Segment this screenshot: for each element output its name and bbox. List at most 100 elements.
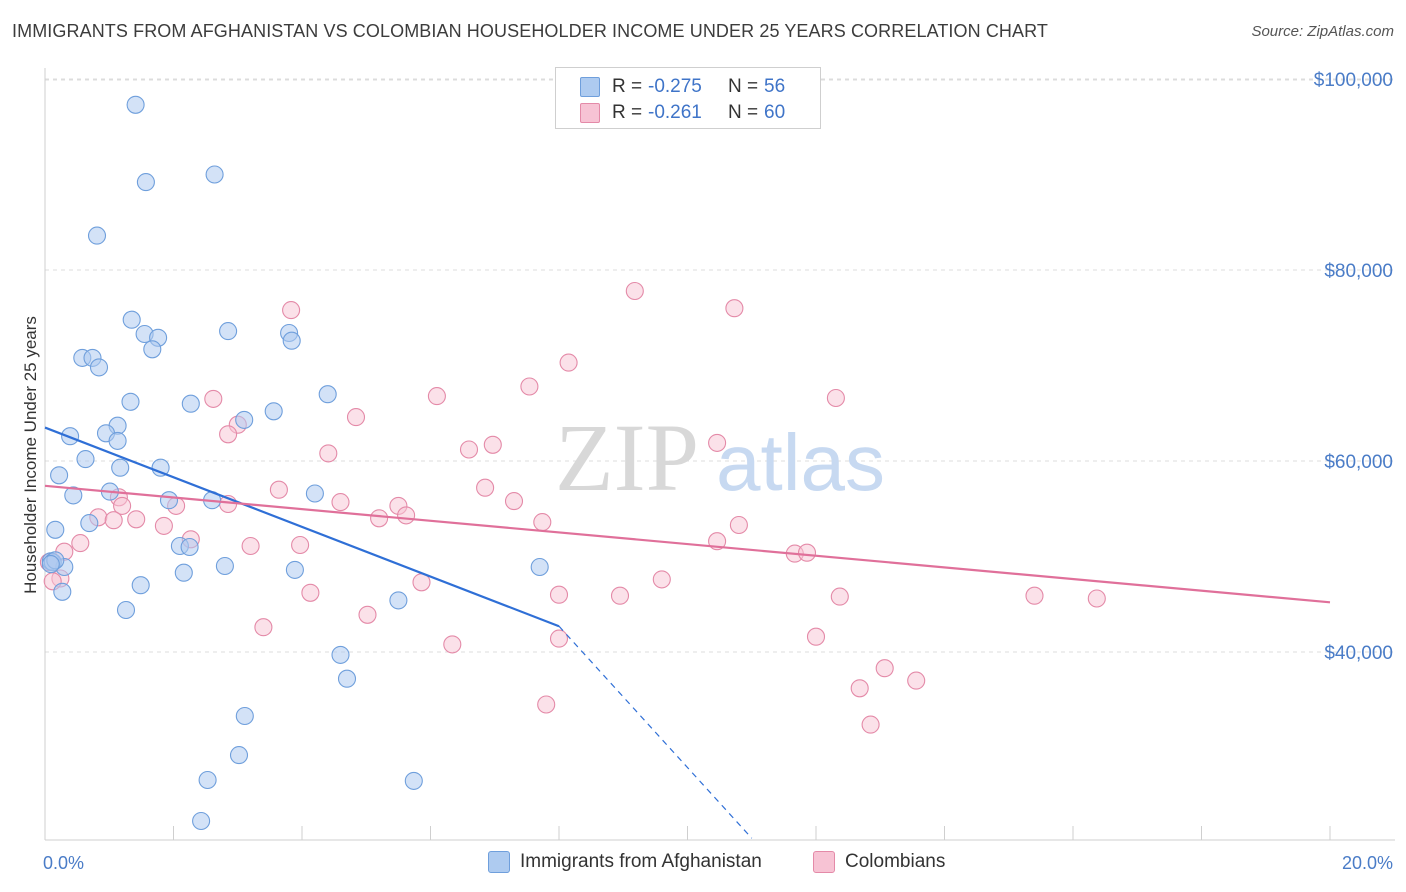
y-tick-label: $80,000 xyxy=(1324,261,1393,282)
point-colombians xyxy=(549,629,569,648)
point-colombians xyxy=(537,695,556,714)
point-afghanistan xyxy=(337,669,357,688)
point-colombians xyxy=(830,587,849,606)
point-afghanistan xyxy=(331,645,350,664)
point-afghanistan xyxy=(143,340,162,359)
x-tick-label: 20.0% xyxy=(1342,853,1393,873)
source-label: Source: ZipAtlas.com xyxy=(1251,23,1394,40)
point-afghanistan xyxy=(215,556,234,576)
point-afghanistan xyxy=(53,582,72,601)
trend-line-afghanistan-extension xyxy=(558,625,753,839)
point-colombians xyxy=(291,535,310,555)
point-afghanistan xyxy=(181,394,200,413)
point-colombians xyxy=(154,516,173,535)
point-afghanistan xyxy=(126,95,145,114)
legend-swatch-blue xyxy=(488,851,510,873)
point-afghanistan xyxy=(235,706,254,726)
trend-line-afghanistan xyxy=(44,426,560,628)
n-value: 56 xyxy=(764,76,786,97)
y-axis-label: Householder Income Under 25 years xyxy=(21,316,40,594)
point-afghanistan xyxy=(530,557,549,577)
point-colombians xyxy=(282,301,301,320)
point-colombians xyxy=(113,496,132,515)
point-afghanistan xyxy=(87,226,107,245)
point-colombians xyxy=(127,510,146,529)
point-colombians xyxy=(861,715,880,734)
point-colombians xyxy=(1087,589,1106,608)
point-colombians xyxy=(219,425,238,444)
point-colombians xyxy=(806,627,826,646)
point-colombians xyxy=(301,583,320,602)
point-afghanistan xyxy=(285,560,304,579)
y-tick-label: $40,000 xyxy=(1324,643,1393,664)
point-afghanistan xyxy=(80,514,99,533)
point-colombians xyxy=(875,659,894,678)
x-tick-label: 0.0% xyxy=(43,853,84,873)
point-colombians xyxy=(358,605,377,624)
r-label: R = xyxy=(612,76,643,97)
watermark-zip: ZIP xyxy=(555,404,699,511)
point-afghanistan xyxy=(282,331,301,350)
point-colombians xyxy=(319,444,338,463)
point-afghanistan xyxy=(121,392,140,411)
point-colombians xyxy=(549,585,569,604)
point-colombians xyxy=(725,299,744,318)
point-afghanistan xyxy=(111,458,130,477)
point-afghanistan xyxy=(41,555,60,574)
watermark: ZIP atlas xyxy=(555,404,885,511)
point-afghanistan xyxy=(305,484,324,503)
point-colombians xyxy=(427,387,446,406)
point-colombians xyxy=(797,543,817,562)
point-colombians xyxy=(559,353,578,372)
point-colombians xyxy=(476,478,495,497)
point-colombians xyxy=(204,389,223,408)
point-afghanistan xyxy=(229,746,249,765)
point-colombians xyxy=(1025,586,1044,605)
legend-item-afghanistan[interactable]: Immigrants from Afghanistan xyxy=(488,851,762,873)
point-afghanistan xyxy=(46,520,65,539)
point-colombians xyxy=(483,435,502,454)
point-afghanistan xyxy=(235,410,254,429)
point-afghanistan xyxy=(205,165,224,184)
watermark-atlas: atlas xyxy=(716,418,885,507)
point-colombians xyxy=(269,480,288,499)
legend-swatch-pink xyxy=(813,851,835,873)
y-tick-label: $100,000 xyxy=(1314,70,1393,91)
series-legend: Immigrants from Afghanistan Colombians xyxy=(0,851,1406,877)
point-afghanistan xyxy=(116,600,136,620)
gridlines xyxy=(45,78,1395,653)
point-colombians xyxy=(504,492,524,511)
point-afghanistan xyxy=(404,771,423,790)
series-afghanistan-points xyxy=(41,95,549,831)
point-colombians xyxy=(708,433,727,452)
point-afghanistan xyxy=(318,385,337,404)
point-colombians xyxy=(443,635,462,654)
r-value: -0.261 xyxy=(648,102,702,123)
stats-legend-row-colombians: R = -0.261 N = 60 xyxy=(580,100,785,126)
r-value: -0.275 xyxy=(648,76,702,97)
point-colombians xyxy=(520,377,539,396)
point-afghanistan xyxy=(174,563,193,582)
point-afghanistan xyxy=(264,402,283,421)
x-tick-labels: 0.0% 20.0% xyxy=(43,853,1393,873)
point-colombians xyxy=(346,408,366,427)
point-afghanistan xyxy=(159,491,179,510)
point-colombians xyxy=(397,506,416,525)
point-afghanistan xyxy=(136,173,155,192)
point-colombians xyxy=(652,570,671,589)
point-colombians xyxy=(850,679,869,698)
point-colombians xyxy=(907,671,926,690)
r-label: R = xyxy=(612,102,643,123)
point-afghanistan xyxy=(151,458,170,477)
legend-item-colombians[interactable]: Colombians xyxy=(813,851,945,873)
point-afghanistan xyxy=(131,576,150,595)
stats-legend-row-afghanistan: R = -0.275 N = 56 xyxy=(580,74,785,100)
point-afghanistan xyxy=(192,811,211,831)
point-afghanistan xyxy=(89,358,109,377)
point-afghanistan xyxy=(76,450,95,469)
legend-label: Immigrants from Afghanistan xyxy=(520,851,762,872)
point-afghanistan xyxy=(180,537,199,557)
point-afghanistan xyxy=(389,591,408,610)
point-colombians xyxy=(533,513,552,532)
